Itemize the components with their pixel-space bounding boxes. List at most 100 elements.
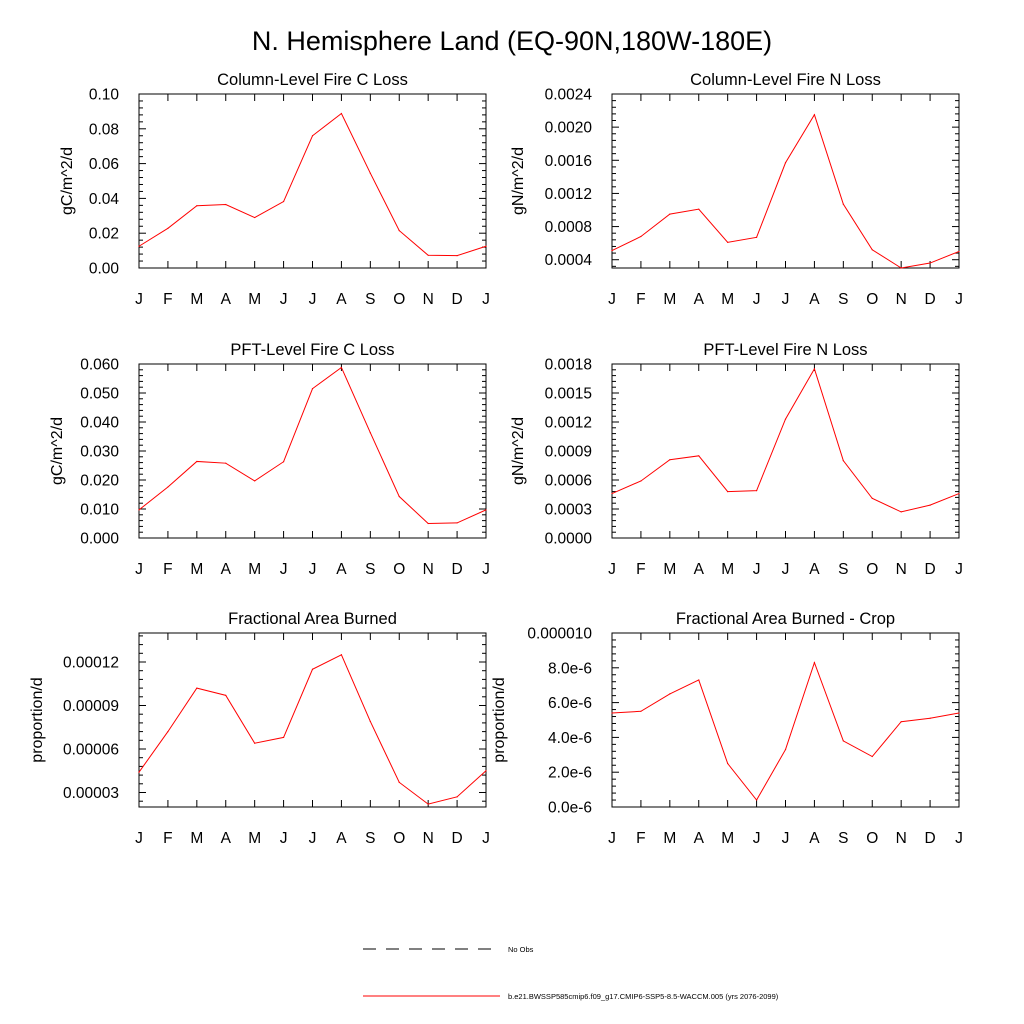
data-point <box>698 208 700 210</box>
data-point <box>456 255 458 257</box>
y-tick-label: 2.0e-6 <box>548 765 592 782</box>
x-tick-label: J <box>135 830 143 847</box>
x-tick-label: A <box>221 830 232 847</box>
y-axis-label: gC/m^2/d <box>59 147 76 215</box>
x-tick-label: M <box>721 561 734 578</box>
data-point <box>611 250 613 252</box>
x-tick-label: J <box>482 561 490 578</box>
data-point <box>340 654 343 656</box>
data-point <box>727 491 729 493</box>
y-axis-label: gC/m^2/d <box>49 417 66 485</box>
x-tick-label: N <box>896 291 907 308</box>
data-point <box>369 172 371 174</box>
data-point <box>929 504 931 506</box>
x-tick-label: J <box>955 561 963 578</box>
y-tick-label: 0.010 <box>80 502 119 519</box>
data-point <box>456 522 458 524</box>
x-tick-label: J <box>309 830 317 847</box>
data-point <box>958 492 960 495</box>
data-point <box>254 742 256 744</box>
y-tick-label: 0.0018 <box>545 357 592 374</box>
y-tick-label: 0.00012 <box>63 655 119 672</box>
x-tick-label: S <box>365 830 375 847</box>
data-point <box>842 740 844 742</box>
y-tick-label: 0.08 <box>89 121 119 138</box>
x-tick-label: A <box>809 291 820 308</box>
data-point <box>427 803 429 805</box>
x-tick-label: M <box>663 291 676 308</box>
x-tick-label: J <box>608 291 616 308</box>
x-tick-label: A <box>694 561 705 578</box>
x-tick-label: F <box>163 291 172 308</box>
data-point <box>167 227 169 229</box>
data-point <box>167 486 169 488</box>
x-tick-label: J <box>782 830 790 847</box>
data-point <box>611 712 613 714</box>
data-point <box>813 114 816 116</box>
x-tick-label: M <box>190 830 203 847</box>
data-point <box>427 522 429 525</box>
x-tick-label: M <box>248 561 261 578</box>
data-point <box>427 254 429 256</box>
x-tick-label: A <box>336 561 347 578</box>
x-tick-label: O <box>393 830 405 847</box>
data-point <box>784 418 787 420</box>
x-tick-label: J <box>955 830 963 847</box>
data-point <box>485 509 487 511</box>
y-tick-label: 0.000010 <box>527 626 592 643</box>
y-tick-label: 0.030 <box>80 444 119 461</box>
x-tick-label: M <box>721 830 734 847</box>
data-point <box>254 480 256 482</box>
data-point <box>755 799 758 801</box>
legend-model-label: b.e21.BWSSP585cmip6.f09_g17.CMIP6-SSP5-8… <box>508 992 779 1001</box>
data-point <box>196 687 198 689</box>
y-tick-label: 0.00 <box>89 261 120 278</box>
x-tick-label: D <box>451 830 462 847</box>
x-tick-label: O <box>866 830 878 847</box>
x-tick-label: J <box>782 561 790 578</box>
x-tick-label: F <box>163 561 172 578</box>
x-tick-label: F <box>636 561 645 578</box>
x-tick-label: J <box>309 291 317 308</box>
data-point <box>196 460 198 463</box>
x-tick-label: A <box>221 561 232 578</box>
x-tick-label: D <box>924 291 935 308</box>
x-tick-label: M <box>663 830 676 847</box>
x-tick-label: S <box>365 291 375 308</box>
y-tick-label: 0.050 <box>80 386 119 403</box>
x-tick-label: N <box>423 830 434 847</box>
data-point <box>369 432 371 434</box>
y-tick-label: 0.0004 <box>545 252 593 269</box>
data-point <box>398 495 400 498</box>
data-point <box>398 229 400 232</box>
x-tick-label: A <box>694 830 705 847</box>
x-tick-label: J <box>482 291 490 308</box>
data-point <box>871 497 873 499</box>
x-tick-label: D <box>924 561 935 578</box>
data-point <box>485 245 487 247</box>
x-tick-label: M <box>190 561 203 578</box>
x-tick-label: J <box>280 291 288 308</box>
data-point <box>311 135 314 137</box>
panel-title: Column-Level Fire N Loss <box>690 71 881 89</box>
x-tick-label: J <box>135 561 143 578</box>
x-tick-label: O <box>866 561 878 578</box>
x-tick-label: M <box>663 561 676 578</box>
data-point <box>340 112 343 115</box>
x-tick-label: A <box>694 291 705 308</box>
figure-title: N. Hemisphere Land (EQ-90N,180W-180E) <box>252 26 772 56</box>
y-tick-label: 0.0012 <box>545 415 592 432</box>
x-tick-label: J <box>608 561 616 578</box>
data-point <box>398 781 400 783</box>
data-point <box>871 755 873 758</box>
y-tick-label: 8.0e-6 <box>548 660 592 677</box>
data-point <box>784 748 787 751</box>
y-tick-label: 0.10 <box>89 87 120 104</box>
